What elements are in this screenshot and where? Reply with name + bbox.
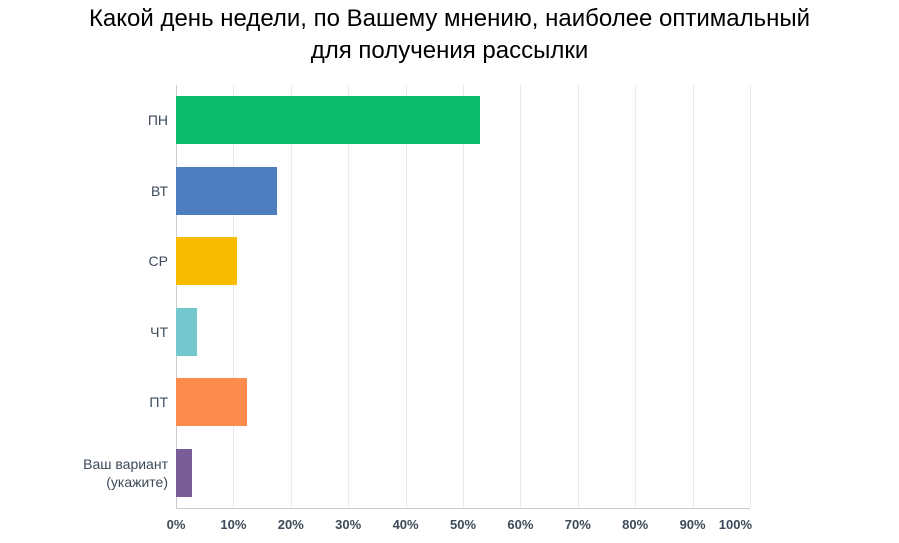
- plot-area: [176, 85, 751, 509]
- x-axis: 0% 10% 20% 30% 40% 50% 60% 70% 80% 90% 100%: [167, 509, 752, 539]
- x-tick-label: 70%: [564, 517, 591, 532]
- chart-area: ПН ВТ СР ЧТ ПТ Ваш вариант (укажите) 0% 10% 20%…: [0, 85, 899, 539]
- x-tick-label: 50%: [449, 517, 477, 532]
- category-label: СР: [148, 253, 168, 270]
- category-label: Ваш вариант (укажите): [83, 455, 168, 490]
- bar: [176, 307, 197, 356]
- gridline: [348, 85, 350, 508]
- gridline: [577, 85, 579, 508]
- bar-row: [176, 367, 750, 438]
- bar-rows: [176, 85, 750, 508]
- bar: [176, 378, 248, 427]
- x-tick-label: 30%: [335, 517, 362, 532]
- gridline: [290, 85, 292, 508]
- chart-title-line2: для получения рассылки: [310, 37, 589, 64]
- category-label: ПТ: [149, 394, 168, 411]
- gridline: [750, 85, 751, 508]
- chart-title: Какой день недели, по Вашему мнению, наи…: [0, 0, 899, 67]
- gridline: [692, 85, 694, 508]
- bar-row: [176, 156, 750, 227]
- x-tick-label: 40%: [392, 517, 419, 532]
- gridline: [463, 85, 464, 508]
- bar-row: [176, 85, 750, 156]
- x-tick-label: 20%: [277, 517, 304, 532]
- category-label: ЧТ: [150, 323, 168, 340]
- bar: [176, 448, 193, 497]
- gridline: [233, 85, 235, 508]
- y-axis-line: [176, 85, 177, 508]
- x-tick-label: 10%: [220, 517, 247, 532]
- bar-row: [176, 438, 750, 509]
- gridline: [520, 85, 522, 508]
- x-tick-label: 80%: [622, 517, 649, 532]
- bar: [176, 166, 278, 215]
- chart-title-line1: Какой день недели, по Вашему мнению, наи…: [88, 5, 811, 32]
- gridline: [405, 85, 407, 508]
- x-tick-label: 0%: [166, 517, 186, 532]
- gridline: [635, 85, 637, 508]
- x-tick-label: 100%: [718, 517, 752, 532]
- plot-wrap: 0% 10% 20% 30% 40% 50% 60% 70% 80% 90% 100%: [167, 85, 752, 539]
- bar-row: [176, 226, 750, 297]
- category-label: ВТ: [151, 182, 168, 199]
- x-tick-label: 60%: [507, 517, 534, 532]
- category-label: ПН: [147, 112, 168, 129]
- bar: [176, 237, 237, 286]
- bar-row: [176, 297, 750, 368]
- bar: [176, 96, 481, 145]
- category-labels: ПН ВТ СР ЧТ ПТ Ваш вариант (укажите): [0, 85, 176, 539]
- x-tick-label: 90%: [679, 517, 706, 532]
